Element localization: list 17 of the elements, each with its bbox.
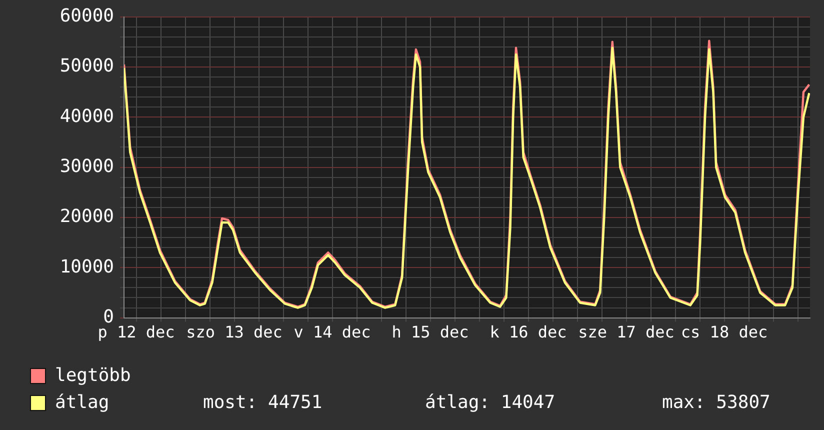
text: most: 44751 bbox=[203, 391, 322, 415]
x-tick-label: k 16 dec bbox=[490, 322, 567, 342]
y-tick-label: 30000 bbox=[60, 156, 114, 177]
x-tick-label: sze 17 dec bbox=[578, 322, 674, 342]
legend-label: átlag bbox=[55, 391, 110, 415]
text: átlag: 14047 bbox=[425, 391, 556, 415]
y-tick-label: 60000 bbox=[60, 5, 114, 26]
text: max: 53807 bbox=[662, 391, 770, 415]
y-tick-label: 50000 bbox=[60, 56, 114, 77]
x-tick-label: cs 18 dec bbox=[680, 322, 768, 342]
x-tick-label: v 14 dec bbox=[294, 322, 371, 342]
y-tick-label: 10000 bbox=[60, 256, 114, 278]
x-tick-label: h 15 dec bbox=[392, 322, 469, 342]
x-tick-label: szo 13 dec bbox=[186, 322, 282, 342]
legend-label: legtöbb bbox=[55, 364, 131, 388]
y-tick-label: 20000 bbox=[60, 206, 114, 228]
y-tick-label: 40000 bbox=[60, 106, 114, 127]
